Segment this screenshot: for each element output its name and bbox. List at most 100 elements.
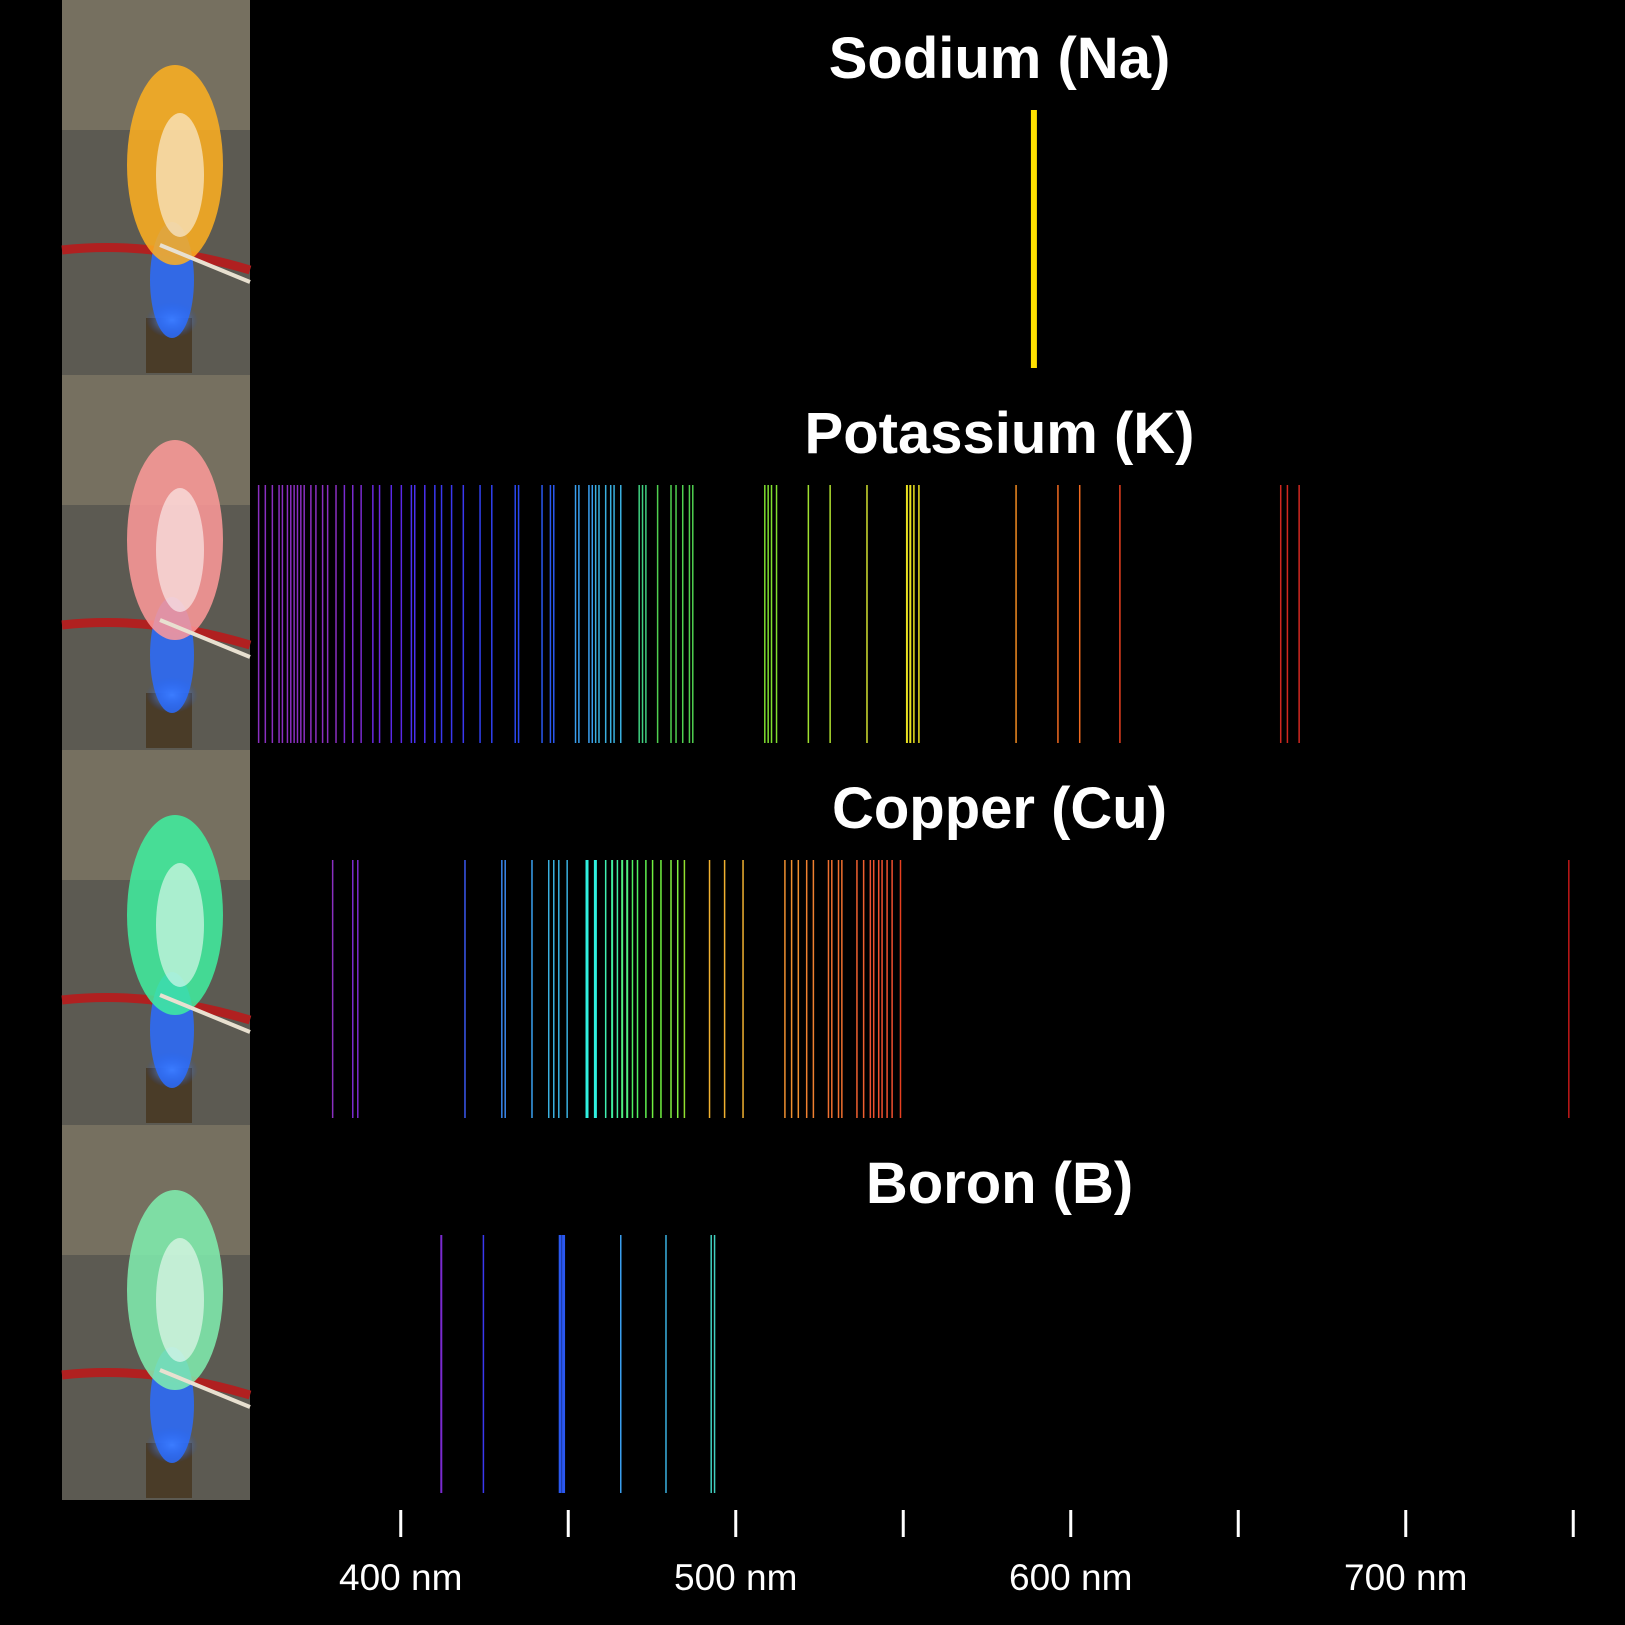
spectral-line <box>335 485 337 743</box>
spectral-line <box>462 485 465 743</box>
spectral-line <box>660 860 662 1118</box>
spectral-line <box>326 485 329 743</box>
spectral-line <box>553 485 555 743</box>
spectral-line <box>905 485 908 743</box>
spectral-line <box>410 485 413 743</box>
spectral-line <box>293 485 295 743</box>
spectral-line <box>321 485 324 743</box>
axis-tick-label: 700 nm <box>1344 1557 1467 1598</box>
spectral-line <box>1078 485 1081 743</box>
spectral-line <box>1015 485 1017 743</box>
spectral-line <box>310 485 312 743</box>
wavelength-axis: 400 nm 500 nm 600 nm 700 nm <box>339 1510 1575 1598</box>
spectral-line <box>491 485 493 743</box>
spectral-line <box>837 860 840 1118</box>
spectral-line <box>360 485 362 743</box>
spectral-line <box>482 1235 485 1493</box>
spectral-line <box>775 485 778 743</box>
spectral-line <box>620 485 622 743</box>
spectral-line <box>501 860 503 1118</box>
spectral-line <box>611 860 614 1118</box>
spectral-line <box>400 485 403 743</box>
spectral-line <box>688 485 691 743</box>
spectral-line <box>790 860 793 1118</box>
spectral-line <box>708 860 711 1118</box>
spectral-line <box>713 1235 716 1493</box>
spectral-line <box>588 485 590 743</box>
spectral-line <box>352 860 354 1118</box>
spectral-line <box>869 860 872 1118</box>
spectral-line <box>257 485 260 743</box>
flame-photo <box>61 1125 252 1500</box>
spectral-line <box>862 860 865 1118</box>
spectral-line <box>670 485 672 743</box>
spectral-line <box>604 485 607 743</box>
spectral-line <box>553 860 555 1118</box>
flame-photo <box>61 750 252 1125</box>
spectral-line <box>675 485 677 743</box>
spectral-line <box>812 860 815 1118</box>
spectral-line <box>1119 485 1121 743</box>
spectral-line <box>621 860 624 1118</box>
spectral-line <box>278 485 280 743</box>
spectral-line <box>891 860 893 1118</box>
spectral-line <box>899 860 902 1118</box>
spectral-line <box>807 485 810 743</box>
spectral-line <box>631 860 634 1118</box>
spectral-line <box>626 860 629 1118</box>
spectral-line <box>303 485 305 743</box>
spectral-line <box>558 1235 562 1493</box>
spectral-line <box>424 485 426 743</box>
spectral-line <box>296 485 299 743</box>
spectral-line <box>770 485 773 743</box>
spectral-line <box>566 860 568 1118</box>
spectral-line <box>378 485 381 743</box>
spectral-line <box>440 485 443 743</box>
spectral-line <box>866 485 868 743</box>
spectral-line <box>331 860 334 1118</box>
spectral-line <box>620 1235 622 1493</box>
spectral-line <box>352 485 354 743</box>
spectral-line <box>918 485 920 743</box>
spectral-line <box>593 860 597 1118</box>
flame-photo <box>61 375 252 750</box>
spectral-line <box>547 860 550 1118</box>
spectral-line <box>578 485 580 743</box>
spectral-line <box>656 485 659 743</box>
spectral-line <box>517 485 520 743</box>
spectral-line <box>683 860 686 1118</box>
spectral-line <box>1279 485 1282 743</box>
spectral-line <box>831 860 833 1118</box>
spectral-line <box>609 485 612 743</box>
spectral-line <box>264 485 267 743</box>
spectral-line <box>300 485 302 743</box>
spectral-line <box>464 860 466 1118</box>
axis-tick-label: 500 nm <box>674 1557 797 1598</box>
spectral-line <box>413 485 416 743</box>
spectral-line <box>479 485 481 743</box>
spectral-line <box>450 485 453 743</box>
panel-title: Potassium (K) <box>805 401 1195 466</box>
spectral-line <box>514 485 516 743</box>
spectral-line <box>829 485 831 743</box>
spectral-line <box>742 860 744 1118</box>
panel-title: Boron (B) <box>866 1151 1133 1216</box>
spectral-line <box>872 860 875 1118</box>
spectral-line <box>886 860 888 1118</box>
spectral-line <box>271 485 274 743</box>
spectral-line <box>805 860 808 1118</box>
spectral-line <box>827 860 830 1118</box>
spectral-line <box>909 485 912 743</box>
spectral-line <box>665 1235 667 1493</box>
spectral-line <box>558 860 560 1118</box>
spectral-line <box>645 860 647 1118</box>
spectral-line <box>281 485 284 743</box>
spectral-line <box>504 860 506 1118</box>
spectral-line <box>797 860 800 1118</box>
spectral-line <box>585 860 589 1118</box>
spectral-line <box>638 485 640 743</box>
spectral-line <box>784 860 786 1118</box>
spectral-line <box>676 860 679 1118</box>
spectral-line <box>636 860 639 1118</box>
